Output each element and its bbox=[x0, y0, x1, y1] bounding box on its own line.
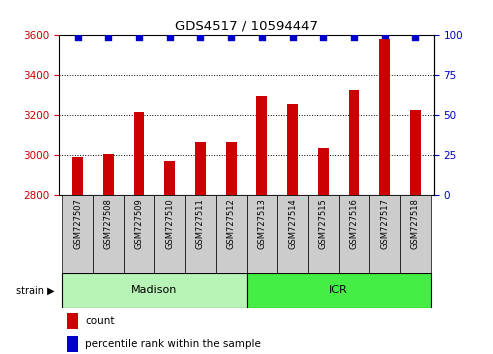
FancyBboxPatch shape bbox=[93, 195, 124, 273]
FancyBboxPatch shape bbox=[369, 195, 400, 273]
Bar bbox=[103, 154, 114, 195]
Title: GDS4517 / 10594447: GDS4517 / 10594447 bbox=[175, 20, 318, 33]
Point bbox=[350, 34, 358, 40]
Point bbox=[288, 34, 296, 40]
Text: GSM727515: GSM727515 bbox=[319, 199, 328, 249]
FancyBboxPatch shape bbox=[246, 195, 277, 273]
Bar bbox=[349, 90, 359, 195]
FancyBboxPatch shape bbox=[308, 195, 339, 273]
Point bbox=[135, 34, 143, 40]
Bar bbox=[256, 96, 267, 195]
Text: GSM727516: GSM727516 bbox=[350, 199, 358, 250]
Point bbox=[381, 33, 388, 38]
Point bbox=[73, 34, 81, 40]
Point bbox=[412, 34, 420, 40]
Text: GSM727509: GSM727509 bbox=[135, 199, 143, 249]
Text: GSM727511: GSM727511 bbox=[196, 199, 205, 249]
Point bbox=[166, 34, 174, 40]
Text: count: count bbox=[85, 316, 115, 326]
FancyBboxPatch shape bbox=[62, 273, 246, 308]
FancyBboxPatch shape bbox=[216, 195, 246, 273]
Text: GSM727514: GSM727514 bbox=[288, 199, 297, 249]
FancyBboxPatch shape bbox=[124, 195, 154, 273]
FancyBboxPatch shape bbox=[185, 195, 216, 273]
Bar bbox=[287, 104, 298, 195]
Bar bbox=[67, 336, 78, 352]
Point bbox=[319, 34, 327, 40]
Bar bbox=[226, 142, 237, 195]
Point bbox=[105, 34, 112, 40]
Text: Madison: Madison bbox=[131, 285, 177, 295]
Text: GSM727508: GSM727508 bbox=[104, 199, 113, 250]
FancyBboxPatch shape bbox=[400, 195, 431, 273]
Bar bbox=[72, 157, 83, 195]
Text: strain ▶: strain ▶ bbox=[16, 285, 54, 295]
Bar bbox=[379, 39, 390, 195]
Text: GSM727517: GSM727517 bbox=[380, 199, 389, 250]
FancyBboxPatch shape bbox=[339, 195, 369, 273]
Point bbox=[258, 34, 266, 40]
Bar bbox=[134, 112, 144, 195]
FancyBboxPatch shape bbox=[277, 195, 308, 273]
Text: GSM727518: GSM727518 bbox=[411, 199, 420, 250]
FancyBboxPatch shape bbox=[246, 273, 431, 308]
Text: GSM727512: GSM727512 bbox=[227, 199, 236, 249]
Bar bbox=[164, 161, 175, 195]
Bar bbox=[410, 110, 421, 195]
Text: percentile rank within the sample: percentile rank within the sample bbox=[85, 339, 261, 349]
FancyBboxPatch shape bbox=[62, 195, 93, 273]
Point bbox=[227, 34, 235, 40]
Bar bbox=[318, 148, 329, 195]
FancyBboxPatch shape bbox=[154, 195, 185, 273]
Text: GSM727507: GSM727507 bbox=[73, 199, 82, 250]
Text: GSM727510: GSM727510 bbox=[165, 199, 174, 249]
Bar bbox=[67, 313, 78, 329]
Bar bbox=[195, 142, 206, 195]
Text: ICR: ICR bbox=[329, 285, 348, 295]
Text: GSM727513: GSM727513 bbox=[257, 199, 266, 250]
Point bbox=[197, 34, 205, 40]
